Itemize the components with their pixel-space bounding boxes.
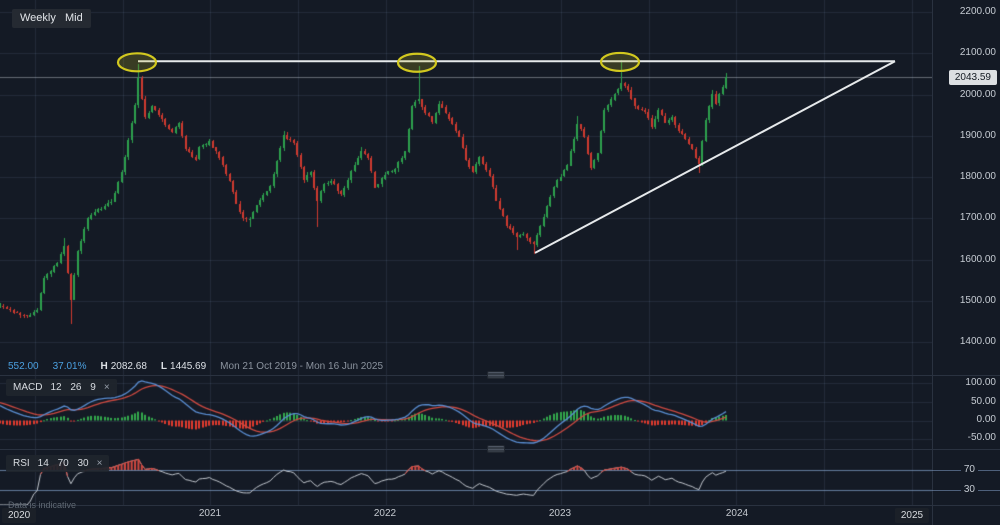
rsi-axis-label: 30 xyxy=(960,485,978,495)
macd-params: 12 26 9 xyxy=(50,382,96,393)
year-label-2024: 2024 xyxy=(725,508,749,519)
price-axis-label: 1800.00 xyxy=(959,171,996,182)
year-label-2021: 2021 xyxy=(198,508,222,519)
low-value: 1445.69 xyxy=(170,361,207,372)
rsi-close-icon[interactable]: × xyxy=(96,458,103,469)
time-axis-divider xyxy=(0,505,1000,506)
macd-close-icon[interactable]: × xyxy=(103,382,110,393)
price-axis-label: 2100.00 xyxy=(959,47,996,59)
macd-axis-label: 50.00 xyxy=(970,396,996,407)
price-axis-label: 1700.00 xyxy=(959,212,996,224)
year-label-2023: 2023 xyxy=(548,508,572,519)
macd-axis-label: 100.00 xyxy=(965,377,996,388)
low-label: L xyxy=(160,361,168,372)
timeframe-button[interactable]: Weekly xyxy=(12,9,64,28)
price-axis-label: 1400.00 xyxy=(959,336,996,347)
instrument-info-bar: 552.00 37.01% H 2082.68 L 1445.69 Mon 21 O… xyxy=(8,361,383,372)
year-label-2022: 2022 xyxy=(373,508,397,519)
chart-type-button[interactable]: Mid xyxy=(57,9,91,28)
macd-name: MACD xyxy=(13,382,43,393)
price-axis-label: 1500.00 xyxy=(959,294,996,306)
rsi-params: 14 70 30 xyxy=(37,458,89,469)
macd-axis-label: 0.00 xyxy=(976,414,996,425)
rsi-indicator-chip[interactable]: RSI 14 70 30 × xyxy=(6,455,110,472)
period-high: H 2082.68 xyxy=(101,361,147,372)
price-axis-label: 2000.00 xyxy=(959,88,996,100)
high-label: H xyxy=(100,361,108,372)
rsi-name: RSI xyxy=(13,458,30,469)
rsi-panel-canvas[interactable] xyxy=(0,450,932,505)
macd-indicator-chip[interactable]: MACD 12 26 9 × xyxy=(6,379,117,396)
year-label-2025: 2025 xyxy=(894,508,930,523)
data-indicative-note: Data is indicative xyxy=(8,500,77,510)
last-price-badge: 2043.59 xyxy=(948,70,997,85)
macd-panel-canvas[interactable] xyxy=(0,376,932,450)
price-axis-label: 1600.00 xyxy=(959,253,996,265)
rsi-panel-resize-handle[interactable] xyxy=(487,445,505,453)
price-axis-label: 1900.00 xyxy=(959,129,996,141)
date-range: Mon 21 Oct 2019 - Mon 16 Jun 2025 xyxy=(220,361,384,372)
price-axis-label: 2200.00 xyxy=(959,6,996,17)
change-value: 552.00 xyxy=(8,361,39,372)
rsi-axis-label: 70 xyxy=(960,465,978,475)
macd-axis-label: -50.00 xyxy=(967,432,996,443)
macd-panel-resize-handle[interactable] xyxy=(487,371,505,379)
price-chart-canvas[interactable] xyxy=(0,0,932,376)
high-value: 2082.68 xyxy=(110,361,147,372)
year-label-2020: 2020 xyxy=(2,508,37,523)
price-axis-divider xyxy=(932,0,933,525)
period-low: L 1445.69 xyxy=(161,361,206,372)
change-percent: 37.01% xyxy=(52,361,87,372)
